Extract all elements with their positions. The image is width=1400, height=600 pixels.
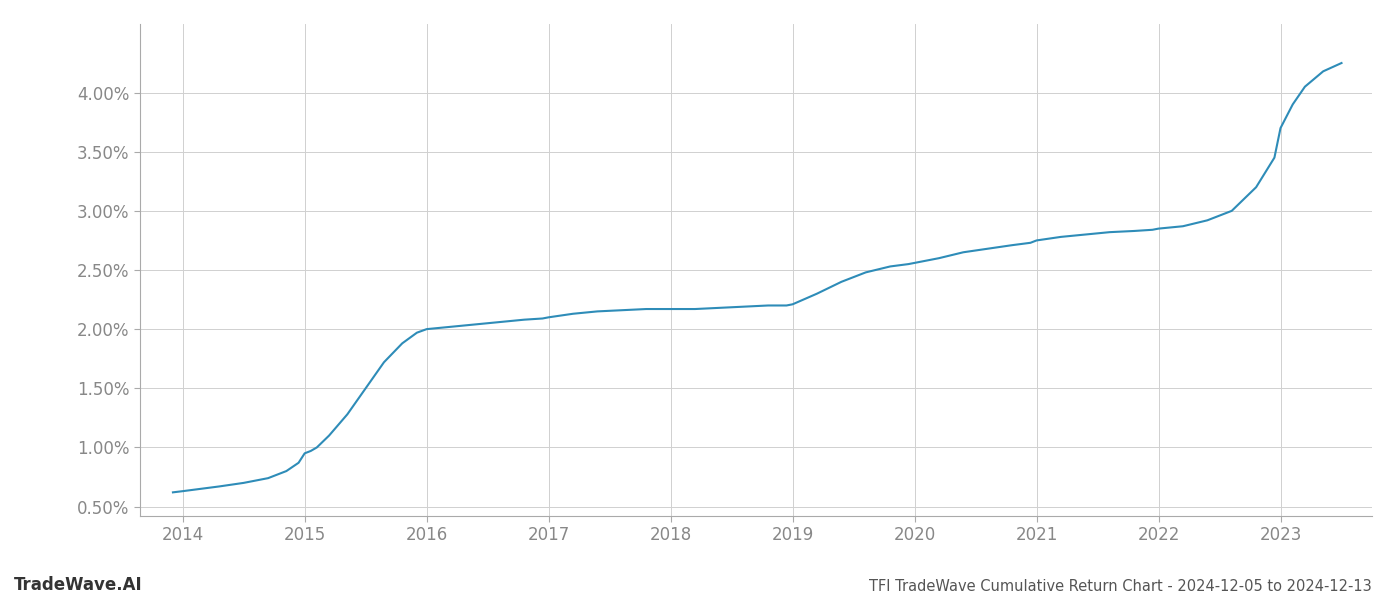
Text: TFI TradeWave Cumulative Return Chart - 2024-12-05 to 2024-12-13: TFI TradeWave Cumulative Return Chart - … [869,579,1372,594]
Text: TradeWave.AI: TradeWave.AI [14,576,143,594]
